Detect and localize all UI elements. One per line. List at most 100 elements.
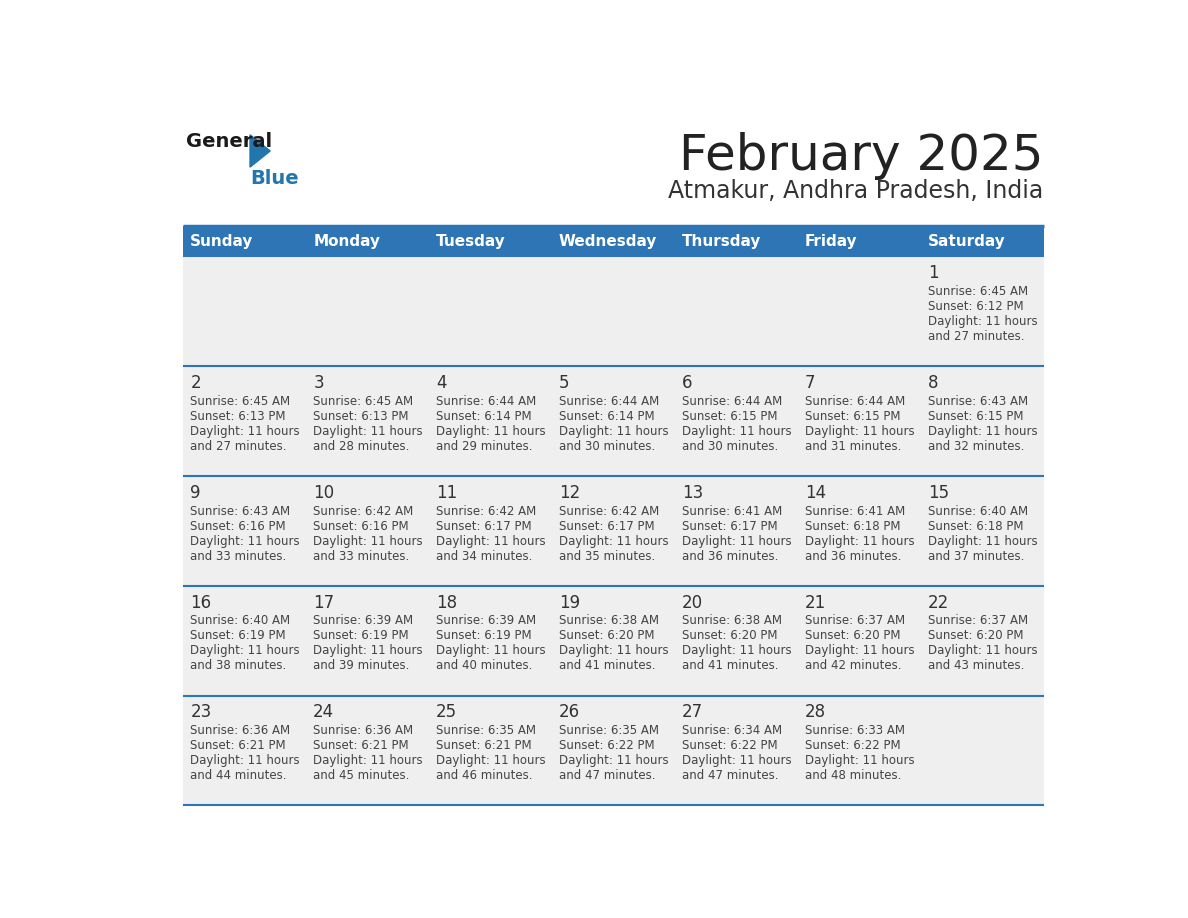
Text: and 31 minutes.: and 31 minutes. [804, 440, 902, 453]
Bar [183, 256, 1043, 366]
Text: and 39 minutes.: and 39 minutes. [314, 659, 410, 672]
Text: Sunset: 6:16 PM: Sunset: 6:16 PM [190, 520, 286, 532]
Text: Sunset: 6:19 PM: Sunset: 6:19 PM [436, 630, 532, 643]
Text: 22: 22 [928, 594, 949, 611]
Text: 1: 1 [928, 264, 939, 282]
Text: Daylight: 11 hours: Daylight: 11 hours [190, 534, 301, 547]
Text: Daylight: 11 hours: Daylight: 11 hours [314, 755, 423, 767]
Text: and 45 minutes.: and 45 minutes. [314, 769, 410, 782]
Text: Daylight: 11 hours: Daylight: 11 hours [804, 644, 915, 657]
Text: 24: 24 [314, 703, 334, 722]
Text: 18: 18 [436, 594, 457, 611]
Text: 20: 20 [682, 594, 703, 611]
Text: and 28 minutes.: and 28 minutes. [314, 440, 410, 453]
Text: Sunset: 6:16 PM: Sunset: 6:16 PM [314, 520, 409, 532]
Text: 28: 28 [804, 703, 826, 722]
Text: Sunrise: 6:36 AM: Sunrise: 6:36 AM [190, 724, 291, 737]
Text: Sunrise: 6:38 AM: Sunrise: 6:38 AM [682, 614, 782, 627]
Text: Sunrise: 6:35 AM: Sunrise: 6:35 AM [436, 724, 536, 737]
Text: Monday: Monday [314, 233, 380, 249]
Text: and 30 minutes.: and 30 minutes. [682, 440, 778, 453]
Text: Sunrise: 6:34 AM: Sunrise: 6:34 AM [682, 724, 782, 737]
Text: Friday: Friday [804, 233, 858, 249]
Text: Tuesday: Tuesday [436, 233, 506, 249]
Text: Daylight: 11 hours: Daylight: 11 hours [804, 534, 915, 547]
Text: and 30 minutes.: and 30 minutes. [560, 440, 656, 453]
Text: 25: 25 [436, 703, 457, 722]
Text: and 36 minutes.: and 36 minutes. [804, 550, 902, 563]
Text: Sunset: 6:13 PM: Sunset: 6:13 PM [190, 409, 286, 423]
Text: Sunset: 6:20 PM: Sunset: 6:20 PM [560, 630, 655, 643]
Text: Daylight: 11 hours: Daylight: 11 hours [928, 644, 1037, 657]
Text: Daylight: 11 hours: Daylight: 11 hours [928, 534, 1037, 547]
Text: Daylight: 11 hours: Daylight: 11 hours [928, 315, 1037, 328]
Text: Sunset: 6:21 PM: Sunset: 6:21 PM [436, 739, 532, 752]
Text: Sunset: 6:13 PM: Sunset: 6:13 PM [314, 409, 409, 423]
Text: Sunset: 6:20 PM: Sunset: 6:20 PM [928, 630, 1023, 643]
Text: Daylight: 11 hours: Daylight: 11 hours [560, 644, 669, 657]
Text: Sunrise: 6:43 AM: Sunrise: 6:43 AM [190, 505, 291, 518]
Bar [183, 476, 1043, 586]
Text: 2: 2 [190, 374, 201, 392]
Text: Sunset: 6:22 PM: Sunset: 6:22 PM [560, 739, 655, 752]
Bar [183, 696, 1043, 805]
Text: Sunrise: 6:44 AM: Sunrise: 6:44 AM [436, 395, 537, 408]
Text: Sunrise: 6:44 AM: Sunrise: 6:44 AM [560, 395, 659, 408]
Text: Daylight: 11 hours: Daylight: 11 hours [314, 644, 423, 657]
Text: 9: 9 [190, 484, 201, 502]
Polygon shape [249, 135, 270, 167]
Bar [183, 586, 1043, 696]
Text: Sunrise: 6:39 AM: Sunrise: 6:39 AM [436, 614, 536, 627]
Text: 23: 23 [190, 703, 211, 722]
Text: 19: 19 [560, 594, 580, 611]
Text: and 34 minutes.: and 34 minutes. [436, 550, 532, 563]
Text: Sunrise: 6:45 AM: Sunrise: 6:45 AM [928, 285, 1028, 298]
Text: Sunset: 6:20 PM: Sunset: 6:20 PM [682, 630, 777, 643]
Text: and 27 minutes.: and 27 minutes. [190, 440, 286, 453]
Text: 27: 27 [682, 703, 703, 722]
Text: Sunrise: 6:36 AM: Sunrise: 6:36 AM [314, 724, 413, 737]
Text: and 36 minutes.: and 36 minutes. [682, 550, 778, 563]
Text: Sunrise: 6:38 AM: Sunrise: 6:38 AM [560, 614, 659, 627]
Text: Saturday: Saturday [928, 233, 1005, 249]
Text: Thursday: Thursday [682, 233, 762, 249]
Text: 21: 21 [804, 594, 826, 611]
Text: Daylight: 11 hours: Daylight: 11 hours [928, 425, 1037, 438]
Bar [429, 226, 552, 256]
Text: and 37 minutes.: and 37 minutes. [928, 550, 1024, 563]
Text: and 33 minutes.: and 33 minutes. [190, 550, 286, 563]
Text: and 47 minutes.: and 47 minutes. [560, 769, 656, 782]
Text: and 48 minutes.: and 48 minutes. [804, 769, 902, 782]
Text: Daylight: 11 hours: Daylight: 11 hours [560, 425, 669, 438]
Text: Daylight: 11 hours: Daylight: 11 hours [190, 644, 301, 657]
Text: 6: 6 [682, 374, 693, 392]
Text: 26: 26 [560, 703, 580, 722]
Text: 4: 4 [436, 374, 447, 392]
Text: Sunset: 6:18 PM: Sunset: 6:18 PM [804, 520, 901, 532]
Text: Sunrise: 6:35 AM: Sunrise: 6:35 AM [560, 724, 659, 737]
Text: Sunset: 6:17 PM: Sunset: 6:17 PM [436, 520, 532, 532]
Text: and 42 minutes.: and 42 minutes. [804, 659, 902, 672]
Text: Daylight: 11 hours: Daylight: 11 hours [436, 534, 545, 547]
Text: and 43 minutes.: and 43 minutes. [928, 659, 1024, 672]
Text: Daylight: 11 hours: Daylight: 11 hours [190, 425, 301, 438]
Text: and 32 minutes.: and 32 minutes. [928, 440, 1024, 453]
Text: 3: 3 [314, 374, 324, 392]
Text: 17: 17 [314, 594, 334, 611]
Text: Daylight: 11 hours: Daylight: 11 hours [560, 534, 669, 547]
Text: Wednesday: Wednesday [560, 233, 657, 249]
Text: Sunset: 6:20 PM: Sunset: 6:20 PM [804, 630, 901, 643]
Text: and 46 minutes.: and 46 minutes. [436, 769, 532, 782]
Text: and 29 minutes.: and 29 minutes. [436, 440, 532, 453]
Text: Sunrise: 6:43 AM: Sunrise: 6:43 AM [928, 395, 1028, 408]
Text: Daylight: 11 hours: Daylight: 11 hours [682, 644, 791, 657]
Text: 15: 15 [928, 484, 949, 502]
Text: and 41 minutes.: and 41 minutes. [560, 659, 656, 672]
Text: Sunset: 6:15 PM: Sunset: 6:15 PM [682, 409, 777, 423]
Text: Daylight: 11 hours: Daylight: 11 hours [682, 534, 791, 547]
Text: Sunrise: 6:42 AM: Sunrise: 6:42 AM [436, 505, 537, 518]
Text: Sunset: 6:21 PM: Sunset: 6:21 PM [190, 739, 286, 752]
Text: General: General [185, 131, 272, 151]
Text: Sunrise: 6:40 AM: Sunrise: 6:40 AM [928, 505, 1028, 518]
Bar [798, 226, 921, 256]
